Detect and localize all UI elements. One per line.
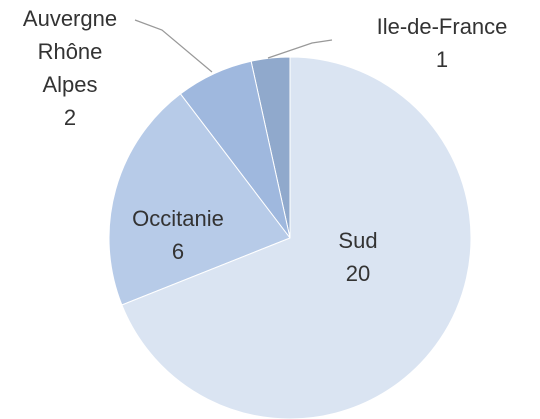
- leader-line: [267, 39, 333, 59]
- slice-label: Sud 20: [298, 224, 418, 290]
- value-label: 20: [345, 261, 371, 286]
- category-name: Occitanie: [132, 206, 224, 231]
- pie-slice: [121, 56, 472, 419]
- category-name: Auvergne Rhône Alpes: [22, 6, 118, 97]
- value-label: 1: [435, 47, 449, 72]
- slice-label: Occitanie 6: [113, 202, 243, 268]
- pie-slice: [108, 93, 291, 306]
- leader-line: [134, 19, 213, 73]
- slice-label: Ile-de-France 1: [352, 10, 532, 76]
- value-label: 2: [63, 105, 77, 130]
- category-name: Sud: [338, 228, 378, 253]
- category-name: Ile-de-France: [376, 14, 508, 39]
- value-label: 6: [171, 239, 185, 264]
- slice-label: Auvergne Rhône Alpes 2: [15, 2, 125, 134]
